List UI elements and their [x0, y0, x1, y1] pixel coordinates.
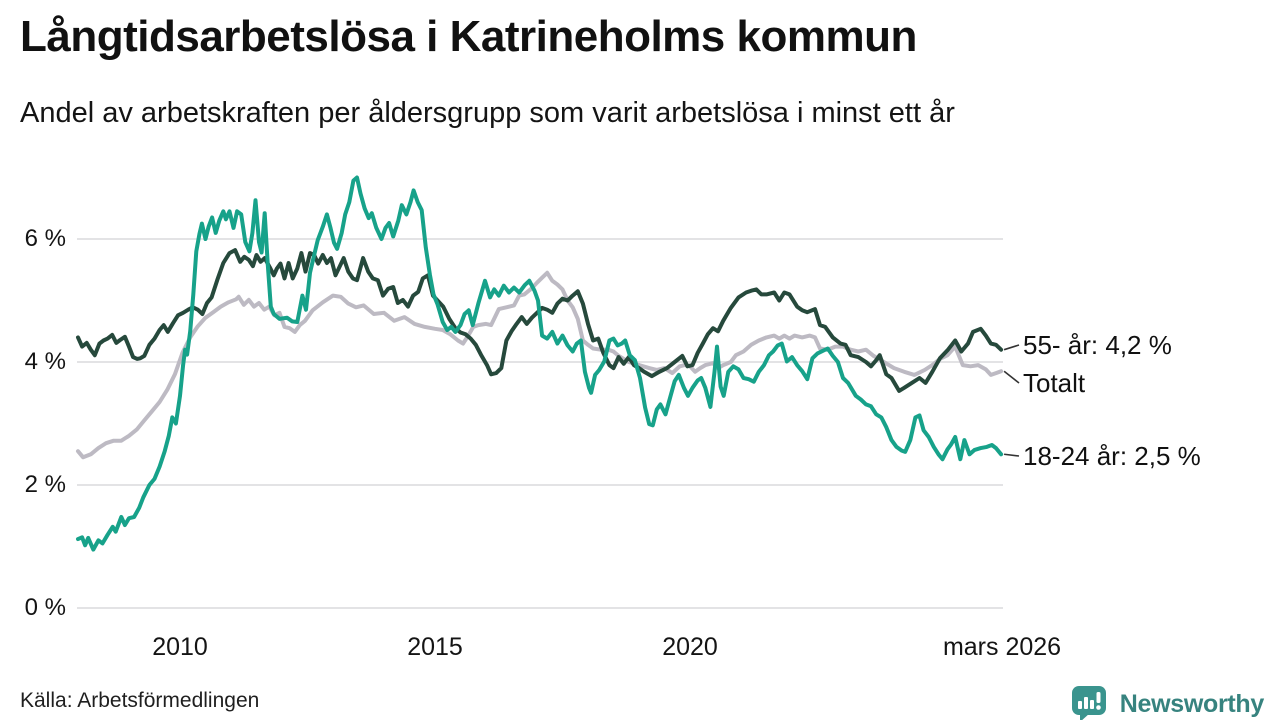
- line-18-24-r: [76, 175, 1004, 552]
- series-label-55-plus: 55- år: 4,2 %: [1023, 330, 1172, 360]
- x-tick-label: 2010: [152, 633, 208, 661]
- y-tick-label: 6 %: [24, 225, 66, 252]
- x-tick-label: 2015: [407, 633, 463, 661]
- y-tick-label: 0 %: [24, 594, 66, 621]
- series-label-totalt: Totalt: [1023, 368, 1086, 398]
- connector-line: [1003, 370, 1020, 384]
- label-connector-lines: [1003, 344, 1020, 457]
- series-label-18-24: 18-24 år: 2,5 %: [1023, 441, 1201, 471]
- connector-line: [1003, 344, 1020, 351]
- page-title: Långtidsarbetslösa i Katrineholms kommun: [20, 12, 917, 61]
- connector-line: [1004, 453, 1020, 457]
- newsworthy-brand: Newsworthy: [1071, 684, 1264, 720]
- brand-wordmark: Newsworthy: [1119, 689, 1265, 718]
- y-tick-label: 2 %: [24, 471, 66, 498]
- data-series-lines: [76, 175, 1004, 552]
- gridlines: [77, 238, 1003, 609]
- page-subtitle: Andel av arbetskraften per åldersgrupp s…: [20, 97, 955, 129]
- source-note: Källa: Arbetsförmedlingen: [20, 689, 260, 712]
- x-tick-label: mars 2026: [942, 633, 1062, 661]
- x-tick-label: 2020: [662, 633, 718, 661]
- newsworthy-logo-icon: [1071, 686, 1106, 720]
- y-tick-label: 4 %: [24, 348, 66, 375]
- line-55-r: [76, 248, 1004, 393]
